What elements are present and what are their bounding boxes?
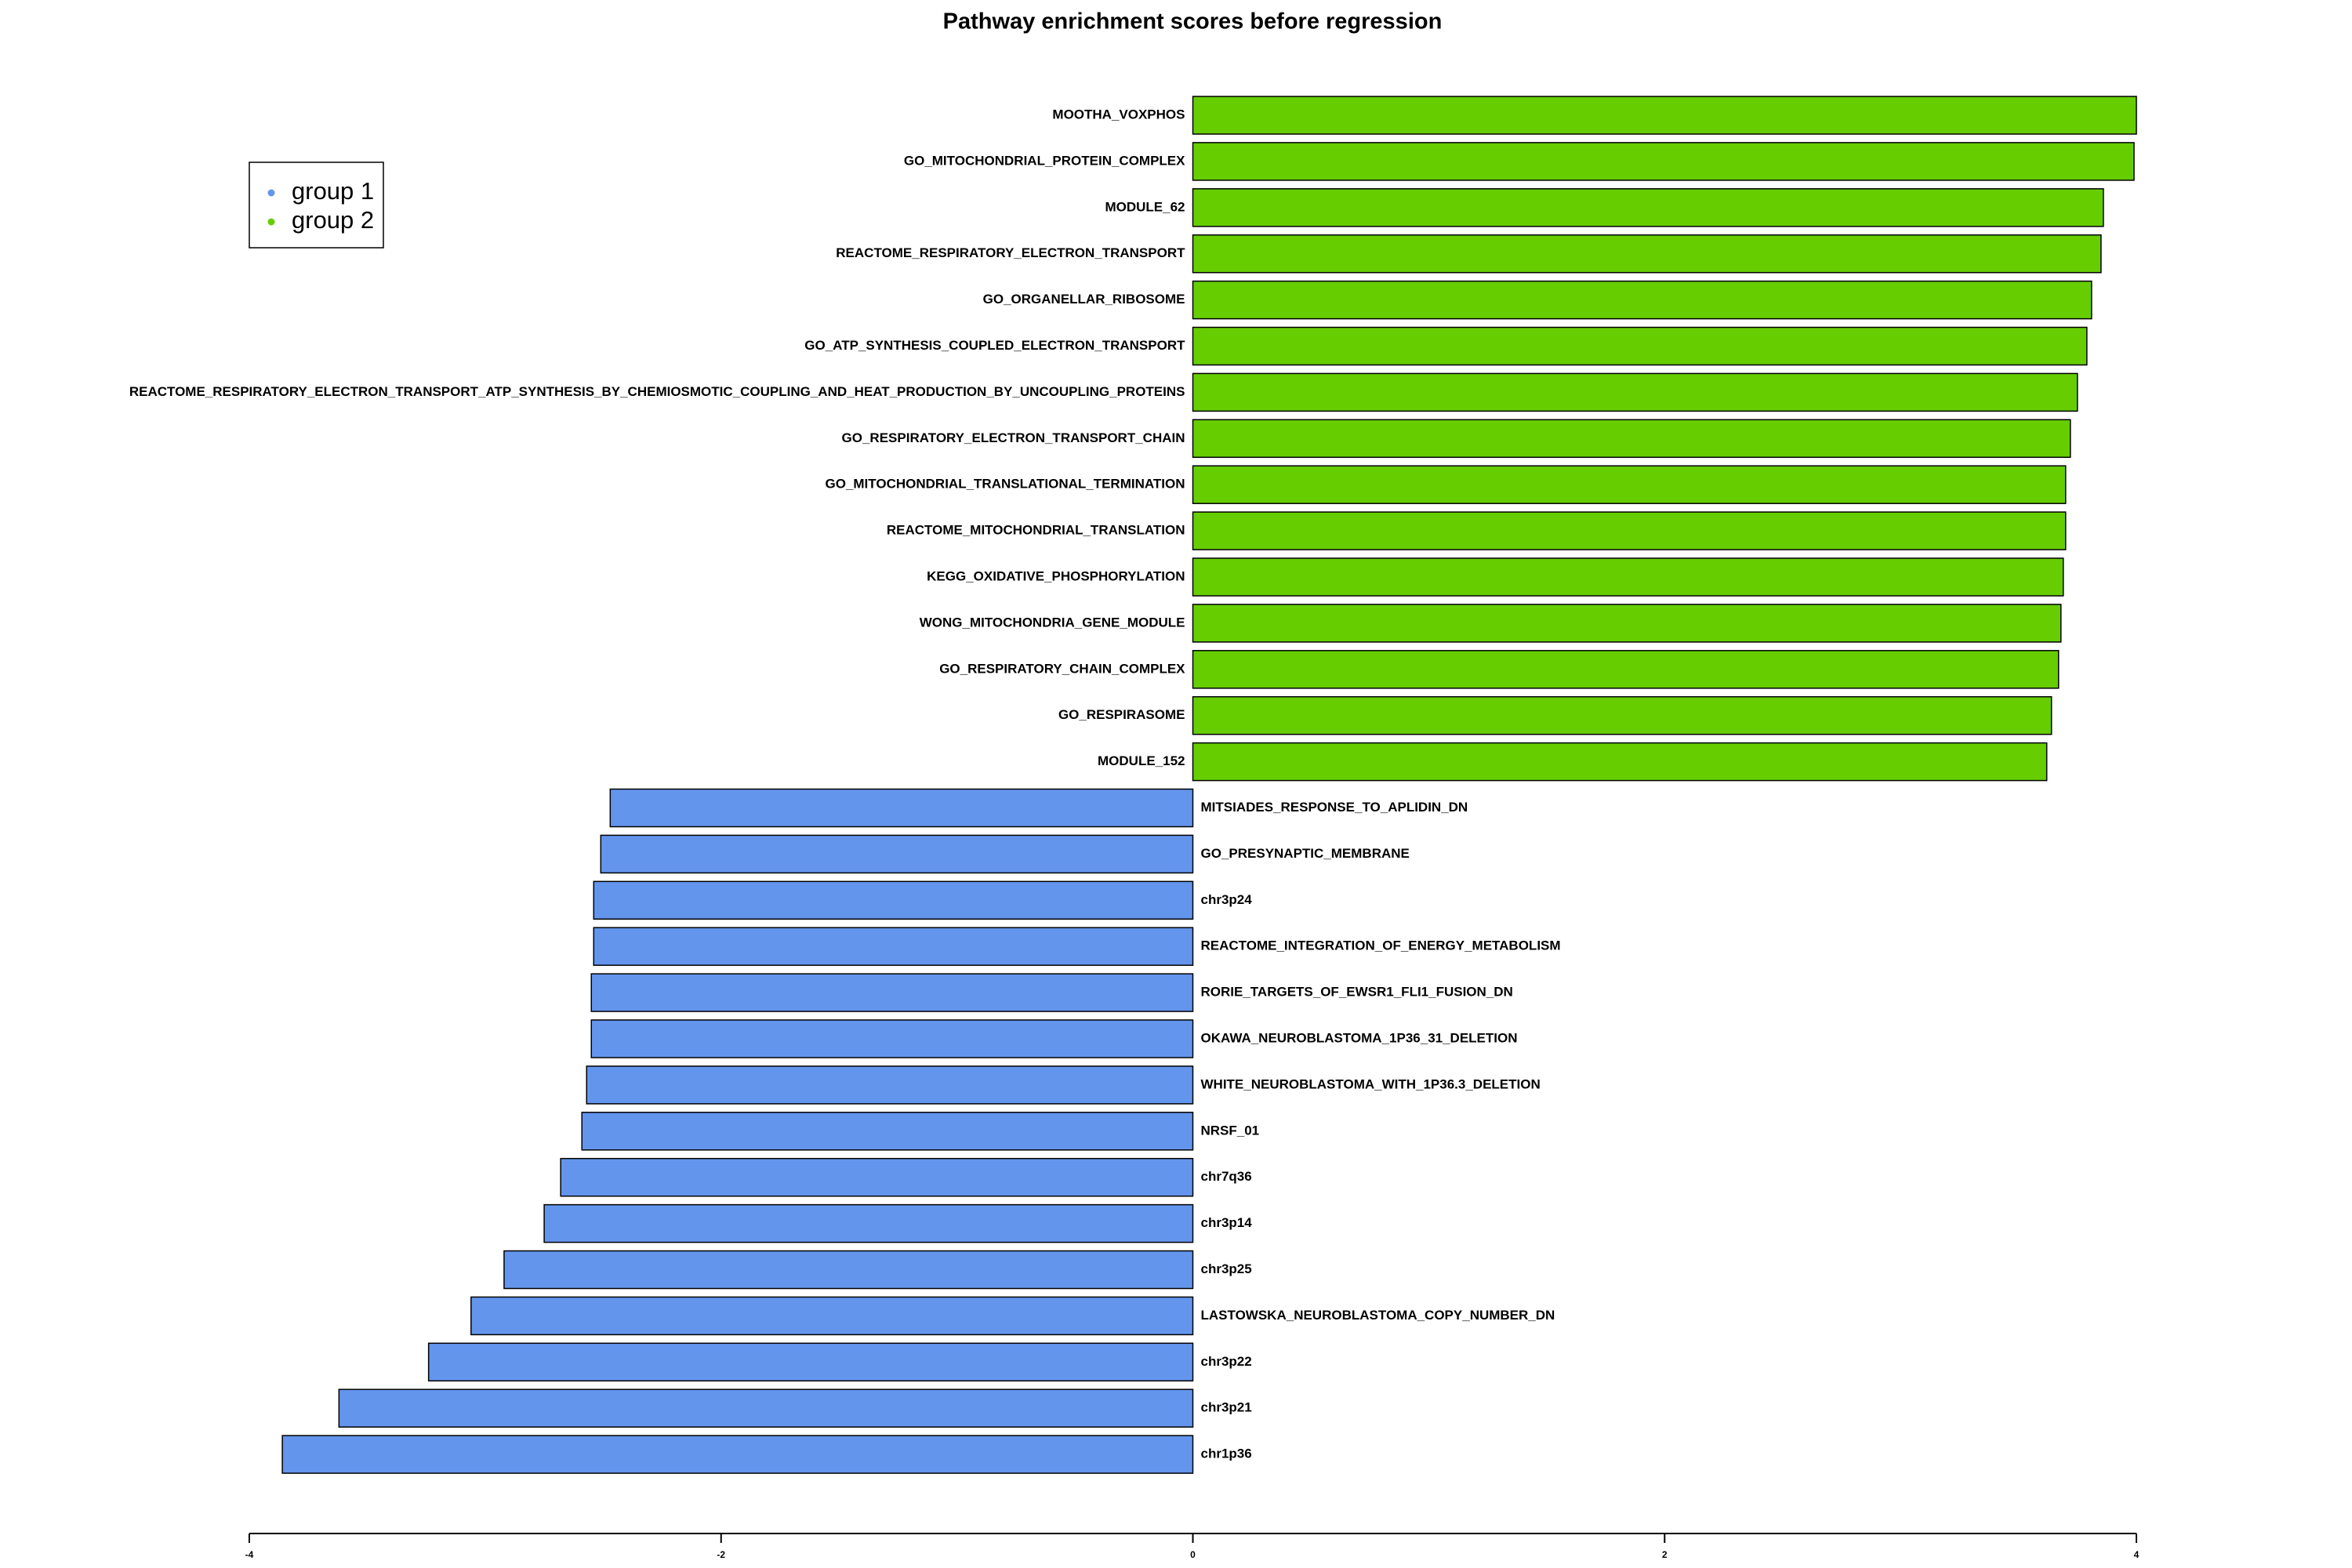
category-label: chr1p36 xyxy=(1201,1446,1252,1461)
category-label: REACTOME_MITOCHONDRIAL_TRANSLATION xyxy=(887,523,1185,538)
legend-label: group 1 xyxy=(292,177,374,205)
bar xyxy=(1192,419,2071,459)
bar xyxy=(1192,326,2088,366)
category-label: GO_ORGANELLAR_RIBOSOME xyxy=(983,292,1185,307)
category-label: chr3p25 xyxy=(1201,1261,1252,1276)
bar xyxy=(427,1342,1194,1382)
bar xyxy=(1192,511,2067,550)
category-label: WHITE_NEUROBLASTOMA_WITH_1P36.3_DELETION xyxy=(1201,1076,1541,1091)
bar xyxy=(581,1112,1194,1151)
legend-box xyxy=(249,162,384,249)
category-label: WONG_MITOCHONDRIA_GENE_MODULE xyxy=(920,615,1185,630)
x-tick-label: -4 xyxy=(245,1549,254,1560)
category-label: GO_MITOCHONDRIAL_PROTEIN_COMPLEX xyxy=(904,153,1185,168)
category-label: chr3p22 xyxy=(1201,1354,1252,1369)
bar xyxy=(1192,695,2053,735)
category-label: OKAWA_NEUROBLASTOMA_1P36_31_DELETION xyxy=(1201,1030,1518,1045)
category-label: MODULE_152 xyxy=(1098,753,1185,768)
category-label: LASTOWSKA_NEUROBLASTOMA_COPY_NUMBER_DN xyxy=(1201,1308,1555,1323)
bar xyxy=(560,1157,1194,1197)
category-label: MITSIADES_RESPONSE_TO_APLIDIN_DN xyxy=(1201,800,1468,815)
category-label: chr3p14 xyxy=(1201,1215,1253,1230)
bar xyxy=(1192,742,2048,782)
category-label: MOOTHA_VOXPHOS xyxy=(1052,107,1185,122)
chart-title: Pathway enrichment scores before regress… xyxy=(943,9,1443,34)
category-label: GO_ATP_SYNTHESIS_COUPLED_ELECTRON_TRANSP… xyxy=(804,338,1185,353)
category-label: NRSF_01 xyxy=(1201,1123,1260,1138)
bar xyxy=(1192,465,2067,504)
category-label: GO_PRESYNAPTIC_MEMBRANE xyxy=(1201,846,1410,861)
category-label: KEGG_OXIDATIVE_PHOSPHORYLATION xyxy=(927,568,1185,583)
category-label: GO_RESPIRATORY_ELECTRON_TRANSPORT_CHAIN xyxy=(842,430,1185,445)
bar xyxy=(1192,557,2064,597)
bar xyxy=(590,1019,1194,1058)
legend-label: group 2 xyxy=(292,206,374,234)
bar xyxy=(1192,604,2062,643)
legend-marker xyxy=(267,218,275,226)
category-label: chr7q36 xyxy=(1201,1169,1252,1184)
x-tick-label: 2 xyxy=(1662,1549,1668,1560)
bar xyxy=(1192,280,2092,320)
bar xyxy=(593,927,1194,966)
bar xyxy=(338,1388,1194,1428)
bar xyxy=(1192,142,2135,181)
category-label: GO_MITOCHONDRIAL_TRANSLATIONAL_TERMINATI… xyxy=(826,477,1185,492)
category-label: GO_RESPIRATORY_CHAIN_COMPLEX xyxy=(939,661,1185,676)
legend-marker xyxy=(267,189,275,197)
bar xyxy=(590,973,1194,1012)
bar xyxy=(586,1065,1194,1105)
x-tick-label: 0 xyxy=(1190,1549,1196,1560)
bar xyxy=(1192,188,2104,227)
bar xyxy=(593,880,1194,920)
bar xyxy=(503,1250,1194,1290)
category-label: chr3p24 xyxy=(1201,892,1253,907)
category-label: MODULE_62 xyxy=(1105,199,1185,214)
bar xyxy=(609,788,1194,828)
category-label: REACTOME_RESPIRATORY_ELECTRON_TRANSPORT_… xyxy=(129,384,1185,399)
category-label: GO_RESPIRASOME xyxy=(1058,707,1185,722)
bar xyxy=(1192,650,2060,689)
x-tick-label: -2 xyxy=(717,1549,725,1560)
bar xyxy=(281,1435,1194,1474)
bar xyxy=(1192,234,2102,274)
category-label: chr3p21 xyxy=(1201,1400,1252,1415)
bar xyxy=(1192,372,2078,412)
bar xyxy=(543,1203,1194,1243)
category-label: RORIE_TARGETS_OF_EWSR1_FLI1_FUSION_DN xyxy=(1201,985,1513,1000)
bar xyxy=(470,1296,1194,1336)
bar xyxy=(600,834,1194,874)
category-label: REACTOME_RESPIRATORY_ELECTRON_TRANSPORT xyxy=(836,245,1185,260)
x-tick-label: 4 xyxy=(2134,1549,2140,1560)
category-label: REACTOME_INTEGRATION_OF_ENERGY_METABOLIS… xyxy=(1201,938,1561,953)
bar xyxy=(1192,96,2137,135)
